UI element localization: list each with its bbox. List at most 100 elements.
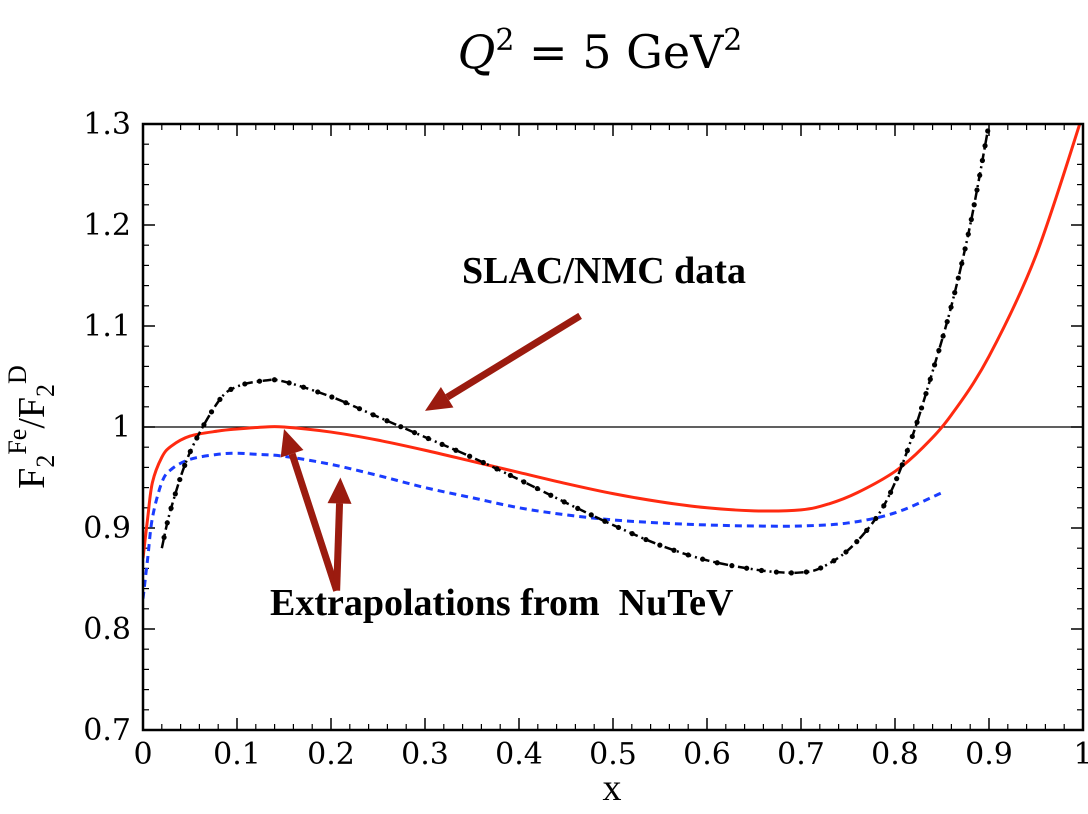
series-dot-2 <box>894 476 900 482</box>
series-dot-2 <box>384 418 390 424</box>
series-dot-2 <box>588 512 594 518</box>
series-dot-2 <box>271 377 278 383</box>
x-tick-label: 0.7 <box>777 737 825 772</box>
series-dot-2 <box>974 187 980 193</box>
arrow-slac-head <box>425 387 454 411</box>
series-dot-2 <box>948 304 954 310</box>
series-dot-2 <box>887 489 894 495</box>
arrow-nutev-2-shaft <box>333 503 344 591</box>
arrow-nutev-2-head <box>327 477 352 504</box>
series-dot-2 <box>177 476 183 483</box>
y-tick-label: 0.7 <box>83 713 131 748</box>
series-dot-2 <box>398 424 404 430</box>
series-dot-2 <box>356 406 363 412</box>
series-line-1 <box>143 451 943 599</box>
series-dot-2 <box>962 246 968 252</box>
series-dot-2 <box>453 447 459 453</box>
series-dot-2 <box>873 515 879 522</box>
series-dot-2 <box>208 409 215 415</box>
series-dot-2 <box>773 569 780 575</box>
series-dot-2 <box>936 347 942 354</box>
annotation-nutev: Extrapolations from NuTeV <box>270 582 734 624</box>
series-dot-2 <box>952 290 958 296</box>
plot-frame <box>141 122 1085 732</box>
series-dot-2 <box>803 569 809 575</box>
series-dot-2 <box>881 503 887 509</box>
series-dot-2 <box>643 536 649 543</box>
y-tick-label: 0.9 <box>83 511 131 546</box>
series-dot-2 <box>940 333 946 339</box>
series-dot-2 <box>411 429 418 436</box>
series-dot-2 <box>758 567 765 574</box>
series-dot-2 <box>971 202 977 208</box>
y-tick-label: 1.3 <box>83 107 131 142</box>
series-dot-2 <box>968 216 974 223</box>
series-dot-2 <box>217 396 223 403</box>
series-dot-2 <box>521 479 527 485</box>
x-tick-label: 1 <box>1073 737 1088 772</box>
series-dot-2 <box>467 453 473 459</box>
x-tick-label: 0.6 <box>683 737 731 772</box>
series-dot-2 <box>286 380 292 386</box>
series-dot-2 <box>242 381 248 387</box>
series-dot-2 <box>370 412 376 418</box>
series-dot-2 <box>918 405 925 411</box>
series-dot-2 <box>714 560 720 566</box>
series-dot-2 <box>561 499 567 505</box>
chart-title: Q2 = 5 GeV2 <box>458 23 743 79</box>
series-dot-2 <box>788 570 794 576</box>
axis-tick-labels: 0 0.1 0.2 0.3 0.4 0.5 0.6 0.7 0.8 0.9 1 0.7 0.8 0.9 1 1… <box>83 107 1088 772</box>
series-dot-2 <box>818 565 824 571</box>
series-dot-2 <box>959 260 965 267</box>
series-dot-2 <box>729 563 735 569</box>
series-dot-2 <box>315 389 321 395</box>
series-dot-2 <box>944 319 950 325</box>
series-dot-2 <box>831 558 837 564</box>
series-dot-2 <box>909 433 915 440</box>
y-tick-label: 1.1 <box>83 309 131 344</box>
series-dot-2 <box>425 435 431 442</box>
series-dot-2 <box>494 466 500 472</box>
series-dot-2 <box>329 394 335 400</box>
y-tick-label: 0.8 <box>83 612 131 647</box>
series-dot-2 <box>194 435 200 441</box>
y-tick-label: 1 <box>112 410 131 445</box>
series-dot-2 <box>685 552 691 558</box>
series-dot-2 <box>534 485 540 492</box>
series-dot-2 <box>300 384 307 390</box>
x-axis-label: x <box>603 767 622 809</box>
series-dot-2 <box>228 386 234 392</box>
series-dot-2 <box>899 462 905 468</box>
series-dot-2 <box>657 542 663 548</box>
series-dot-2 <box>575 505 581 512</box>
series-dot-2 <box>164 520 170 526</box>
series-dot-2 <box>168 505 174 511</box>
y-axis-label: F2Fe/F2D <box>3 365 60 489</box>
series-dot-2 <box>629 531 635 537</box>
arrow-nutev-1-shaft <box>288 452 340 592</box>
series-dot-2 <box>864 527 870 533</box>
series-dot-2 <box>182 462 188 468</box>
series-dot-2 <box>985 128 991 134</box>
series-dot-2 <box>854 539 860 545</box>
series-dot-2 <box>955 275 961 281</box>
x-tick-label: 0.4 <box>495 737 543 772</box>
series-dot-2 <box>343 400 349 406</box>
series-dot-2 <box>982 143 988 149</box>
x-tick-label: 0.5 <box>589 737 637 772</box>
series-dot-2 <box>161 534 167 541</box>
series-dot-2 <box>923 390 929 397</box>
arrow-slac-shaft <box>445 312 582 401</box>
series-dot-2 <box>700 556 706 562</box>
series-dot-2 <box>187 448 193 455</box>
x-tick-label: 0 <box>133 737 152 772</box>
series-dot-2 <box>172 491 178 497</box>
series-dot-2 <box>256 378 263 384</box>
series-dot-2 <box>927 376 933 382</box>
series-dot-2 <box>201 422 207 428</box>
arrow-nutev-1-head <box>280 429 304 458</box>
series-dot-2 <box>744 565 750 571</box>
series-dot-2 <box>965 231 971 237</box>
y-tick-label: 1.2 <box>83 208 131 243</box>
